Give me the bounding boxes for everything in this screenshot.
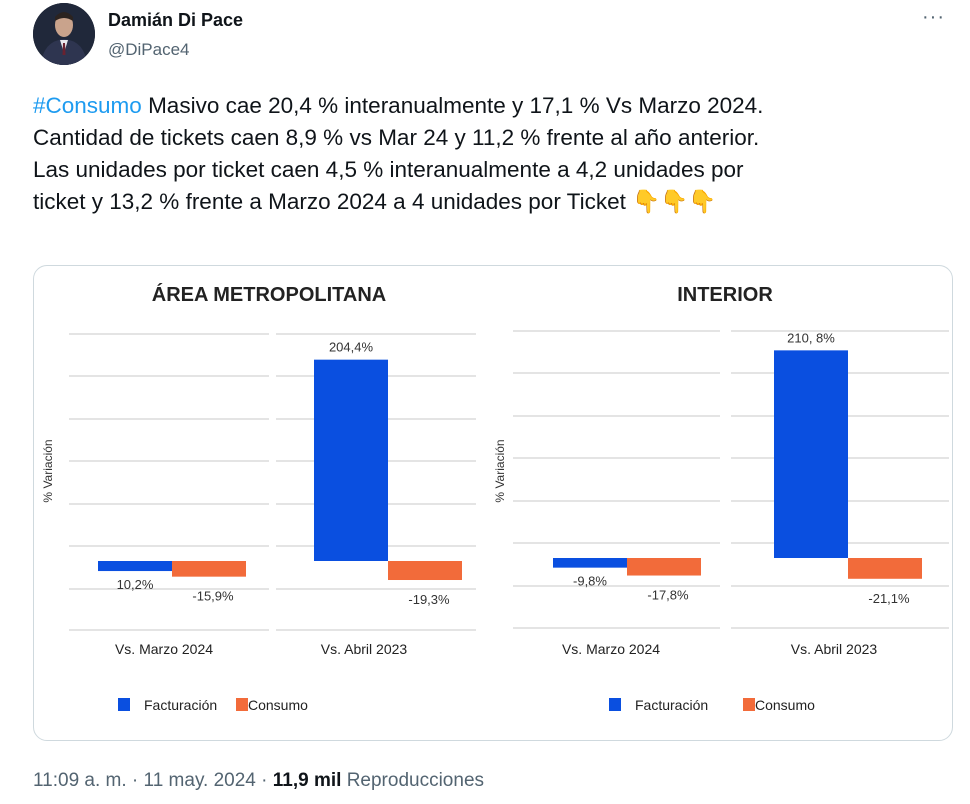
legend-label: Facturación [635, 697, 708, 713]
legend-swatch-facturación [118, 698, 130, 711]
y-axis-label: % Variación [41, 439, 55, 502]
author-handle[interactable]: @DiPace4 [108, 40, 190, 59]
bar-facturación [98, 561, 172, 572]
bar-consumo [848, 558, 922, 579]
legend-swatch-facturación [609, 698, 621, 711]
legend-label: Consumo [248, 697, 308, 713]
legend-swatch-consumo [743, 698, 755, 711]
bar-consumo [627, 558, 701, 576]
bar-consumo [388, 561, 462, 581]
chart-title: INTERIOR [677, 284, 773, 306]
bar-facturación [314, 359, 388, 561]
data-label: -17,8% [647, 588, 689, 603]
legend-label: Facturación [144, 697, 217, 713]
category-label: Vs. Marzo 2024 [115, 641, 213, 657]
chart-interior: INTERIOR % Variación Vs. Marzo 2024 -9,8% -1… [494, 284, 949, 713]
tweet-image[interactable]: ÁREA METROPOLITANA % Variación Vs. Marzo 2… [33, 265, 953, 741]
chart-title: ÁREA METROPOLITANA [152, 283, 386, 306]
tweet-text: #Consumo Masivo cae 20,4 % interanualmen… [33, 90, 943, 218]
views-count: 11,9 mil [272, 770, 342, 791]
tweet-meta: 11:09 a. m. · 11 may. 2024 · 11,9 mil Re… [33, 770, 484, 792]
data-label: -9,8% [573, 574, 607, 589]
separator: · [255, 770, 273, 791]
avatar-image [33, 3, 95, 65]
views-label: Reproducciones [346, 770, 485, 791]
bar-facturación [553, 558, 627, 568]
tweet-time[interactable]: 11:09 a. m. [33, 770, 127, 791]
data-label: -21,1% [868, 591, 910, 606]
tweet-date[interactable]: 11 may. 2024 [143, 770, 256, 791]
data-label: 210, 8% [787, 330, 835, 345]
tweet-body: Masivo cae 20,4 % interanualmente y 17,1… [33, 93, 764, 214]
separator: · [126, 770, 144, 791]
hashtag-link[interactable]: #Consumo [33, 93, 142, 118]
y-axis-label: % Variación [494, 439, 507, 502]
pointing-down-emoji: 👇👇👇 [632, 189, 717, 214]
legend-label: Consumo [755, 697, 815, 713]
category-label: Vs. Abril 2023 [321, 641, 408, 657]
author-name[interactable]: Damián Di Pace [108, 10, 244, 30]
more-horizontal-icon[interactable]: ··· [922, 6, 945, 28]
data-label: -15,9% [192, 589, 234, 604]
category-label: Vs. Marzo 2024 [562, 641, 660, 657]
data-label: 204,4% [329, 340, 374, 355]
category-label: Vs. Abril 2023 [791, 641, 878, 657]
bar-consumo [172, 561, 246, 577]
bar-facturación [774, 350, 848, 558]
legend-swatch-consumo [236, 698, 248, 711]
avatar[interactable] [33, 3, 95, 65]
data-label: -19,3% [408, 592, 450, 607]
data-label: 10,2% [117, 577, 154, 592]
chart-area-metropolitana: ÁREA METROPOLITANA % Variación Vs. Marzo 2… [41, 283, 476, 713]
